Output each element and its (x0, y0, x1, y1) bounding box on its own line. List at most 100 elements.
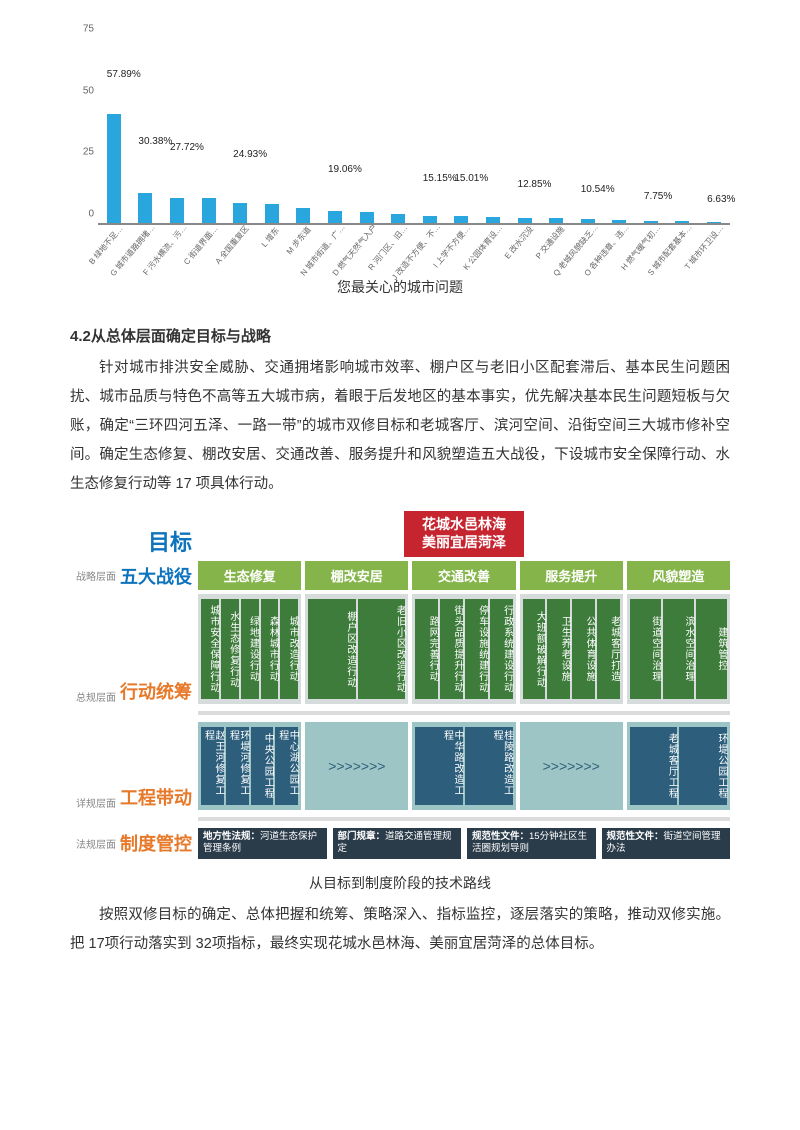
bar-slot (288, 40, 320, 223)
action-group: 街道空间治理滨水空间治理建筑管控 (627, 594, 730, 704)
project-item: 老城客厅工程 (630, 727, 678, 805)
coord-label: 行动统筹 (120, 678, 192, 704)
project-item: 中央公园工程 (251, 727, 273, 805)
project-item: 赵王河修复工程 (201, 727, 224, 805)
action-item: 棚户区改造行动 (308, 599, 356, 699)
actions-row: 城市安全保障行动水生态修复行动绿地建设行动森林城市行动城市改造行动棚户区改造行动… (198, 594, 730, 704)
action-item: 城市安全保障行动 (201, 599, 219, 699)
chart-plot: 57.89%30.38%27.72%24.93%19.06%15.15%15.0… (98, 40, 730, 225)
bar-rect (549, 218, 563, 223)
action-item: 森林城市行动 (261, 599, 279, 699)
regulation-box: 部门规章：道路交通管理规定 (333, 828, 462, 859)
project-group: 老城客厅工程环堤公园工程 (627, 722, 730, 810)
regulations-row: 地方性法规：河道生态保护管理条例部门规章：道路交通管理规定规范性文件：15分钟社… (198, 828, 730, 859)
banner-red: 花城水邑林海美丽宜居菏泽 (404, 511, 524, 557)
bar-slot (477, 40, 509, 223)
action-item: 公共体育设施 (572, 599, 595, 699)
action-item: 绿地建设行动 (241, 599, 259, 699)
bar-slot (193, 40, 225, 223)
bar-rect (391, 214, 405, 223)
action-item: 老城客厅打造 (597, 599, 620, 699)
goals-label: 目标 (148, 525, 192, 557)
bar-slot: 57.89% (98, 40, 130, 223)
section-heading: 4.2从总体层面确定目标与战略 (70, 325, 730, 346)
action-group: 棚户区改造行动老旧小区改造行动 (305, 594, 408, 704)
project-group: 中华路改造工程桂陵路改造工程 (412, 722, 515, 810)
bar-rect (265, 204, 279, 223)
project-group: 赵王河修复工程环堤河修复工程中央公园工程中心湖公园工程 (198, 722, 301, 810)
project-item: 环堤河修复工程 (226, 727, 249, 805)
category-box: 生态修复 (198, 561, 301, 590)
five-battles-label: 五大战役 (120, 563, 192, 589)
bar-slot: 12.85% (509, 40, 541, 223)
action-item: 城市改造行动 (280, 599, 298, 699)
bar-slot: 7.75% (635, 40, 667, 223)
action-item: 老旧小区改造行动 (358, 599, 406, 699)
bar-rect (296, 208, 310, 223)
action-item: 街头品质提升行动 (440, 599, 463, 699)
y-axis: 0255075 (70, 40, 98, 225)
category-box: 服务提升 (520, 561, 623, 590)
action-item: 停车设施统建行动 (465, 599, 488, 699)
chart-bars: 57.89%30.38%27.72%24.93%19.06%15.15%15.0… (98, 40, 730, 223)
bar-rect (202, 198, 216, 223)
strategy-roadmap-diagram: 目标 花城水邑林海美丽宜居菏泽 战略层面 五大战役 生态修复棚改安居交通改善服务… (70, 511, 730, 859)
level-law: 法规层面 (76, 836, 116, 851)
action-item: 水生态修复行动 (221, 599, 239, 699)
bar-rect (454, 216, 468, 223)
project-item: >>>>>>> (523, 727, 620, 805)
regulation-box: 地方性法规：河道生态保护管理条例 (198, 828, 327, 859)
action-item: 大班额破解行动 (523, 599, 546, 699)
diagram-caption: 从目标到制度阶段的技术路线 (70, 873, 730, 893)
action-item: 路网完善行动 (415, 599, 438, 699)
bar-rect (486, 217, 500, 223)
y-tick: 0 (88, 209, 94, 220)
y-tick: 50 (83, 85, 94, 96)
action-item: 建筑管控 (696, 599, 727, 699)
category-box: 棚改安居 (305, 561, 408, 590)
projects-row: 赵王河修复工程环堤河修复工程中央公园工程中心湖公园工程>>>>>>>中华路改造工… (198, 722, 730, 810)
level-strategy: 战略层面 (76, 568, 116, 583)
bar-rect (138, 193, 152, 223)
bar-slot (256, 40, 288, 223)
bar-value-label: 6.63% (707, 194, 735, 205)
project-item: 环堤公园工程 (679, 727, 727, 805)
bar-slot (540, 40, 572, 223)
paragraph-closing: 按照双修目标的确定、总体把握和统筹、策略深入、指标监控，逐层落实的策略，推动双修… (70, 901, 730, 959)
reg-label: 制度管控 (120, 830, 192, 856)
bar-rect (107, 114, 121, 223)
project-item: 中心湖公园工程 (275, 727, 298, 805)
bar-slot (604, 40, 636, 223)
action-item: 滨水空间治理 (663, 599, 694, 699)
x-category-label: M 步东道 (284, 224, 314, 256)
level-master: 总规层面 (76, 689, 116, 704)
action-group: 城市安全保障行动水生态修复行动绿地建设行动森林城市行动城市改造行动 (198, 594, 301, 704)
bar-rect (233, 203, 247, 223)
paragraph-strategy: 针对城市排洪安全威胁、交通拥堵影响城市效率、棚户区与老旧小区配套滞后、基本民生问… (70, 354, 730, 499)
bar-rect (518, 218, 532, 223)
x-axis-labels: B 绿地不足…G 城市道路拥堵…F 污水横流、污…C 街道界面…A 全国重复区L… (98, 225, 730, 255)
action-item: 街道空间治理 (630, 599, 661, 699)
category-box: 交通改善 (412, 561, 515, 590)
proj-label: 工程带动 (120, 784, 192, 810)
bar-slot: 10.54% (572, 40, 604, 223)
y-tick: 75 (83, 24, 94, 35)
project-item: >>>>>>> (308, 727, 405, 805)
bar-rect (328, 211, 342, 223)
bar-slot: 30.38% (130, 40, 162, 223)
bar-slot (382, 40, 414, 223)
bar-slot (351, 40, 383, 223)
bar-slot: 6.63% (698, 40, 730, 223)
project-group: >>>>>>> (520, 722, 623, 810)
bar-slot: 15.01% (446, 40, 478, 223)
action-item: 卫生养老设施 (547, 599, 570, 699)
category-row: 生态修复棚改安居交通改善服务提升风貌塑造 (198, 561, 730, 590)
bar-slot (667, 40, 699, 223)
bar-slot: 15.15% (414, 40, 446, 223)
category-box: 风貌塑造 (627, 561, 730, 590)
urban-issues-bar-chart: 0255075 57.89%30.38%27.72%24.93%19.06%15… (70, 40, 730, 255)
action-group: 路网完善行动街头品质提升行动停车设施统建行动行政系统建设行动 (412, 594, 515, 704)
bar-slot: 27.72% (161, 40, 193, 223)
project-item: 桂陵路改造工程 (465, 727, 513, 805)
bar-rect (707, 222, 721, 223)
